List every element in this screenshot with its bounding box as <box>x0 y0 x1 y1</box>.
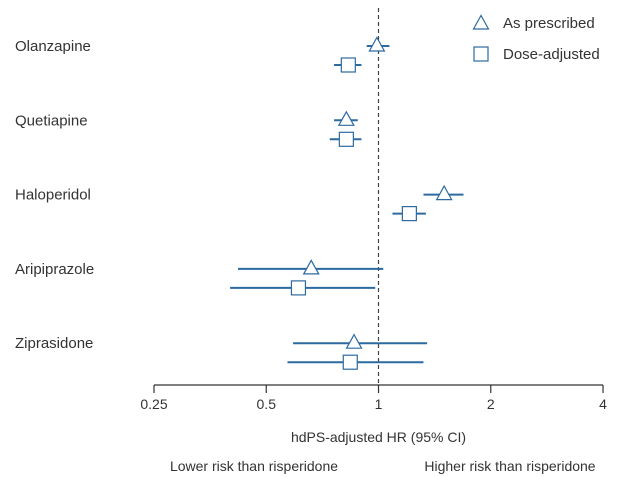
x-tick-label: 2 <box>487 396 495 412</box>
plot-marks <box>230 36 464 370</box>
x-tick-label: 0.5 <box>257 396 277 412</box>
category-label: Aripiprazole <box>15 261 94 278</box>
category-label: Quetiapine <box>15 112 88 129</box>
triangle-marker <box>345 333 363 349</box>
square-marker <box>340 57 356 73</box>
annotation-higher-risk: Higher risk than risperidone <box>424 458 595 474</box>
x-tick-label: 1 <box>375 396 383 412</box>
x-axis-label: hdPS-adjusted HR (95% CI) <box>291 429 466 445</box>
square-marker <box>338 131 354 147</box>
triangle-marker <box>337 110 355 126</box>
category-label: Haloperidol <box>15 187 91 204</box>
x-tick-label: 4 <box>599 396 607 412</box>
square-marker <box>401 206 417 222</box>
category-label: Ziprasidone <box>15 335 93 352</box>
annotation-lower-risk: Lower risk than risperidone <box>170 458 338 474</box>
triangle-marker <box>435 184 453 201</box>
x-tick-label: 0.25 <box>140 396 167 412</box>
triangle-marker <box>368 36 386 52</box>
legend-square-icon <box>473 46 489 62</box>
category-labels: Olanzapine Quetiapine Haloperidol Aripipraz… <box>15 38 94 352</box>
triangle-marker <box>302 259 320 275</box>
category-label: Olanzapine <box>15 38 91 55</box>
legend: As prescribed Dose-adjusted <box>472 14 600 63</box>
square-marker <box>290 280 307 296</box>
square-marker <box>342 354 358 370</box>
legend-label: Dose-adjusted <box>503 46 600 63</box>
legend-label: As prescribed <box>503 15 595 32</box>
x-axis: 0.25 0.5 1 2 4 <box>140 384 607 412</box>
legend-triangle-icon <box>472 14 490 30</box>
